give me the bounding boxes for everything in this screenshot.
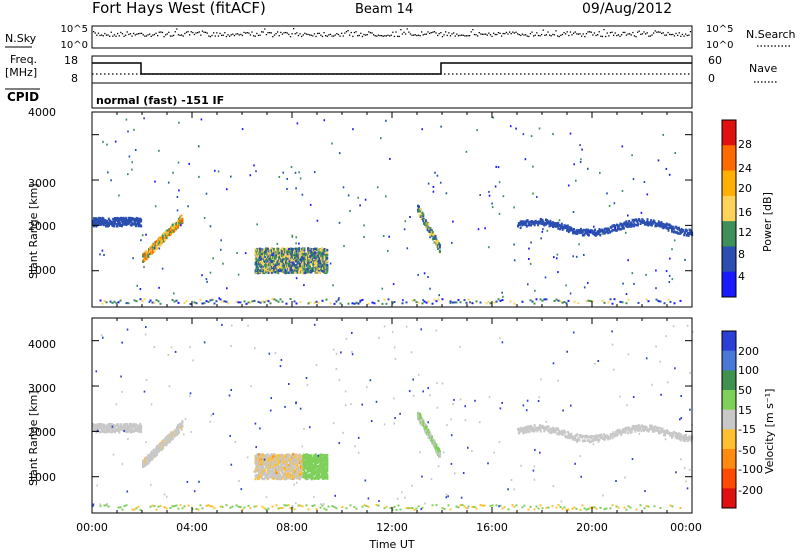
station-title: Fort Hays West (fitACF) [92,0,266,17]
beam-label: Beam 14 [355,2,413,17]
power-ytick-3000: 3000 [28,177,56,190]
freq-right-tick-top: 60 [708,54,722,67]
xtick-2400: 00:00 [670,521,702,534]
freq-left-tick-bottom: 8 [71,72,78,85]
xtick-1600: 16:00 [476,521,508,534]
velocity-ytick-4000: 4000 [28,338,56,351]
freq-left-tick-top: 18 [64,54,78,67]
xtick-0400: 04:00 [176,521,208,534]
vel-cbar-tick-m15: -15 [738,423,756,436]
power-ytick-1000: 1000 [28,264,56,277]
vel-cbar-tick-50: 50 [738,384,752,397]
power-ylabel: Slant Range [km] [27,183,40,279]
cpid-panel [91,82,693,109]
velocity-colorbar [721,330,737,509]
freq-label-line2: [MHz] [5,66,37,79]
cpid-label: CPID [7,90,39,104]
xtick-2000: 20:00 [576,521,608,534]
vel-cbar-tick-m50: -50 [738,444,756,457]
power-axis-ticks [91,112,693,307]
power-colorbar [721,119,737,298]
power-scatter-layer [92,116,694,305]
xtick-1200: 12:00 [376,521,408,534]
freq-panel [91,55,693,84]
freq-label-line1: Freq. [10,53,37,66]
power-cbar-tick-4: 4 [738,270,745,283]
cpid-text: normal (fast) -151 IF [96,94,224,107]
velocity-cbar-label: Velocity [m s⁻¹] [763,389,776,474]
vel-cbar-tick-15: 15 [738,404,752,417]
vel-cbar-tick-m100: -100 [738,463,763,476]
power-cbar-tick-8: 8 [738,248,745,261]
velocity-axis-ticks [91,318,693,513]
power-cbar-label: Power [dB] [761,192,774,252]
velocity-ytick-1000: 1000 [28,471,56,484]
power-cbar-tick-28: 28 [738,138,752,151]
noise-left-tick-bottom: 10^0 [61,40,88,51]
freq-right-tick-bottom: 0 [708,72,715,85]
xtick-0000: 00:00 [76,521,108,534]
velocity-scatter-layer [92,323,694,511]
power-cbar-tick-24: 24 [738,162,752,175]
noise-panel [91,25,693,49]
power-cbar-tick-12: 12 [738,226,752,239]
velocity-ytick-2000: 2000 [28,426,56,439]
noise-right-tick-top: 10^5 [706,24,733,35]
power-cbar-tick-20: 20 [738,182,752,195]
velocity-ylabel: Slant Range [km] [27,390,40,486]
noise-right-tick-bottom: 10^0 [706,40,733,51]
vel-cbar-tick-100: 100 [738,364,759,377]
nave-label: Nave [749,62,777,75]
xaxis-label: Time UT [368,538,414,551]
date-label: 09/Aug/2012 [582,1,672,17]
freq-trace [92,62,692,75]
power-ytick-2000: 2000 [28,220,56,233]
power-panel [91,111,693,308]
vel-cbar-tick-m200: -200 [738,484,763,497]
noise-right-label: N.Search [746,28,796,41]
noise-left-label: N.Sky [5,32,37,45]
noise-left-tick-top: 10^5 [61,24,88,35]
velocity-panel [91,317,693,514]
vel-cbar-tick-200: 200 [738,345,759,358]
noise-trace [93,28,692,38]
xtick-0800: 08:00 [276,521,308,534]
power-cbar-tick-16: 16 [738,206,752,219]
velocity-ytick-3000: 3000 [28,382,56,395]
power-ytick-4000: 4000 [28,106,56,119]
